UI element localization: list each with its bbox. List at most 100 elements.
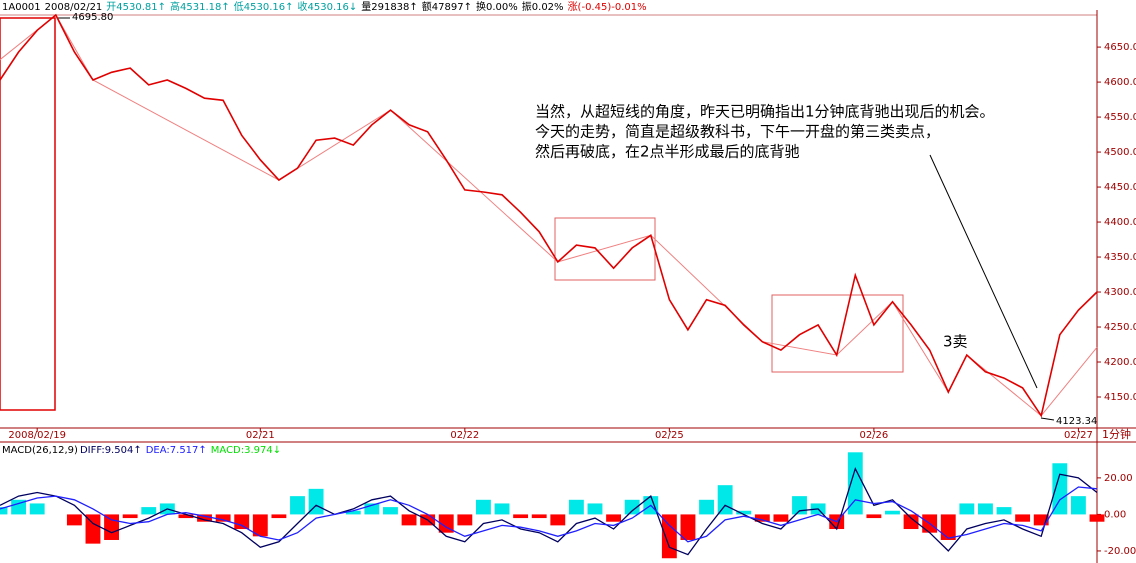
macd-bar xyxy=(438,514,454,533)
macd-bar xyxy=(959,503,975,515)
header-item: 低4530.16↑ xyxy=(234,0,294,13)
y-tick-label: 4350.00 xyxy=(1104,252,1136,263)
macd-bar xyxy=(513,514,529,519)
macd-bar xyxy=(1052,463,1068,515)
macd-bar xyxy=(104,514,119,540)
header-item: 量291838↑ xyxy=(361,1,418,13)
y-tick-label: 20.00 xyxy=(1104,473,1133,484)
macd-bar xyxy=(903,514,919,530)
header-item: 额47897↑ xyxy=(422,0,472,13)
annotation: 3卖 xyxy=(943,333,968,351)
macd-bar xyxy=(308,488,324,515)
x-tick-label: 02/27 xyxy=(1064,430,1093,441)
macd-bar xyxy=(345,510,361,515)
macd-bar xyxy=(717,485,733,515)
macd-line xyxy=(0,486,1098,543)
macd-bar xyxy=(680,514,696,540)
macd-bar xyxy=(996,507,1012,515)
macd-bar xyxy=(401,514,417,526)
x-tick-label: 2008/02/19 xyxy=(8,430,66,441)
x-tick-label: 02/22 xyxy=(450,430,479,441)
y-tick-label: 4550.00 xyxy=(1104,112,1136,123)
x-tick-label: 02/26 xyxy=(859,430,888,441)
macd-bar xyxy=(197,514,212,522)
y-tick-label: 0.00 xyxy=(1104,509,1126,520)
macd-bar xyxy=(661,514,677,559)
macd-bar xyxy=(1070,496,1086,515)
macd-bar xyxy=(234,514,250,530)
low-pointer xyxy=(1040,417,1055,421)
macd-bar xyxy=(457,514,473,526)
macd-bar xyxy=(178,514,194,519)
header-item: 1A0001 xyxy=(2,2,41,13)
macd-bar xyxy=(773,514,789,522)
macd-bar xyxy=(754,514,770,522)
y-tick-label: -20.00 xyxy=(1104,546,1136,557)
macd-bar xyxy=(122,514,138,519)
macd-bar xyxy=(568,499,584,515)
box xyxy=(771,294,904,373)
macd-bar xyxy=(11,499,27,515)
y-tick-label: 4250.00 xyxy=(1104,322,1136,333)
legend-entry: MACD:3.974↓ xyxy=(211,445,281,456)
header-item: 振0.02% xyxy=(522,0,564,13)
macd-bar xyxy=(290,496,305,515)
y-tick-label: 4150.00 xyxy=(1104,392,1136,403)
y-tick-label: 4650.00 xyxy=(1104,42,1136,53)
macd-bar xyxy=(66,514,82,526)
macd-bar xyxy=(383,507,398,515)
period-label: 1分钟 xyxy=(1102,427,1131,441)
macd-bar xyxy=(940,514,956,540)
y-tick-label: 4600.00 xyxy=(1104,77,1136,88)
macd-bar xyxy=(1033,514,1049,526)
header-item: 开4530.81↑ xyxy=(106,2,166,13)
low-label: 4123.34 xyxy=(1056,416,1097,427)
y-tick-label: 4200.00 xyxy=(1104,357,1136,368)
macd-bar xyxy=(531,514,547,519)
macd-bar xyxy=(847,452,863,515)
macd-bar xyxy=(587,503,603,515)
macd-bar xyxy=(550,514,566,526)
x-tick-label: 02/25 xyxy=(655,430,684,441)
macd-bar xyxy=(0,507,8,515)
y-tick-label: 4500.00 xyxy=(1104,147,1136,158)
header-item: 换0.00% xyxy=(476,0,518,13)
macd-bar xyxy=(736,510,752,515)
high-label: 4695.80 xyxy=(72,12,113,23)
y-tick-label: 4300.00 xyxy=(1104,287,1136,298)
header-item: 高4531.18↑ xyxy=(170,0,230,13)
macd-bar xyxy=(1089,514,1105,522)
macd-bar xyxy=(1015,514,1031,522)
macd-bar xyxy=(699,499,714,515)
annotation: 当然，从超短线的角度，昨天已明确指出1分钟底背驰出现后的机会。 xyxy=(535,103,995,121)
macd-bar xyxy=(252,514,268,537)
macd-bar xyxy=(215,514,231,522)
macd-bar xyxy=(475,499,491,515)
macd-bar xyxy=(885,510,900,515)
macd-title: MACD(26,12,9) xyxy=(2,445,78,456)
header-item: 收4530.16↓ xyxy=(298,0,358,13)
annotation: 然后再破底，在2点半形成最后的底背驰 xyxy=(535,143,800,161)
y-tick-label: 4450.00 xyxy=(1104,182,1136,193)
arrow-line xyxy=(929,154,1038,389)
header-item: 涨(-0.45)-0.01% xyxy=(568,1,647,13)
macd-bar xyxy=(141,507,157,515)
macd-bar xyxy=(978,503,993,515)
macd-bar xyxy=(494,503,510,515)
macd-bar xyxy=(364,503,380,515)
x-tick-label: 02/21 xyxy=(246,430,275,441)
macd-bar xyxy=(29,503,45,515)
macd-bar xyxy=(606,514,622,522)
macd-bar xyxy=(624,499,640,515)
first-bar xyxy=(0,17,56,411)
y-tick-label: 4400.00 xyxy=(1104,217,1136,228)
macd-bar xyxy=(85,514,101,544)
legend-entry: DEA:7.517↑ xyxy=(146,445,207,456)
annotation: 今天的走势，简直是超级教科书，下午一开盘的第三类卖点， xyxy=(535,123,940,141)
macd-bar xyxy=(866,514,882,519)
legend-entry: DIFF:9.504↑ xyxy=(80,445,142,456)
price-line xyxy=(0,13,1098,418)
macd-bar xyxy=(271,514,287,519)
